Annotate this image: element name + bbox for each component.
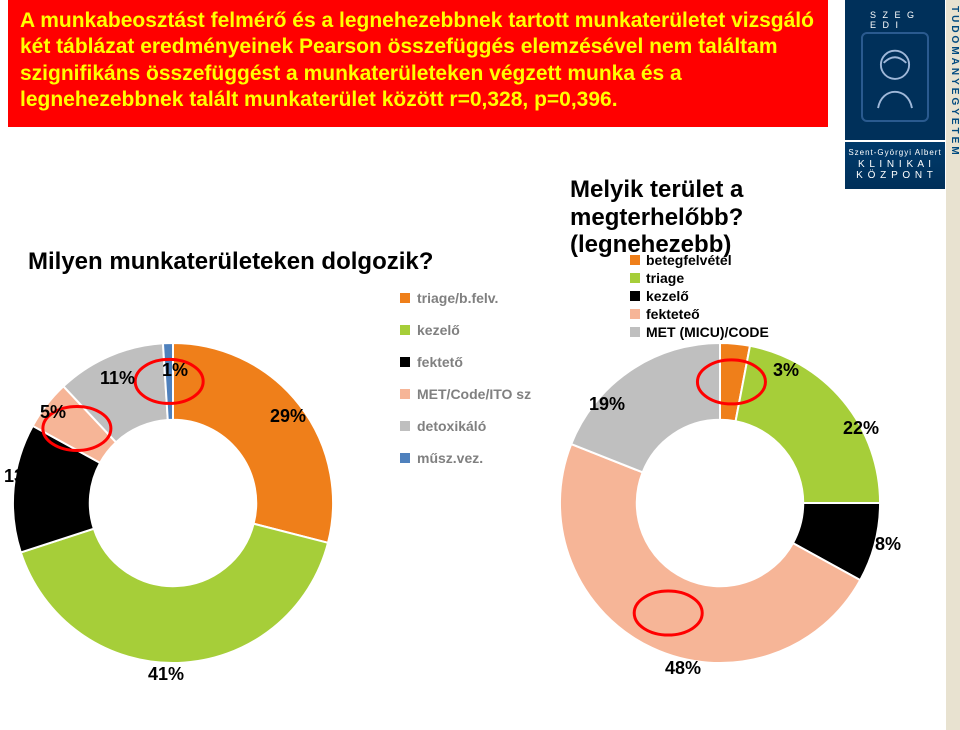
chart2-legend-item: triage	[630, 270, 769, 286]
chart1-legend-item: detoxikáló	[400, 418, 531, 434]
logo-side-strip: TUDOMÁNYEGYETEM	[946, 0, 960, 730]
legend-label: kezelő	[646, 288, 689, 304]
legend-label: triage	[646, 270, 684, 286]
legend-swatch	[400, 357, 410, 367]
summary-text: A munkabeosztást felmérő és a legnehezeb…	[20, 9, 814, 111]
slice-percent-label: 11%	[100, 368, 135, 389]
legend-swatch	[400, 453, 410, 463]
university-logo: S Z E G E D I Szent-Györgyi Albert K L I…	[845, 0, 960, 200]
legend-label: triage/b.felv.	[417, 290, 498, 306]
legend-label: fektető	[417, 354, 463, 370]
legend-label: műsz.vez.	[417, 450, 483, 466]
chart1-legend: triage/b.felv. kezelő fektető MET/Code/ITO …	[400, 290, 531, 482]
donut-slice	[21, 524, 328, 663]
slice-percent-label: 29%	[270, 406, 306, 427]
logo-label: Szent-Györgyi Albert K L I N I K A I K Ö…	[845, 142, 945, 189]
logo-arch-text: S Z E G E D I	[870, 10, 920, 30]
chart1-legend-item: kezelő	[400, 322, 531, 338]
chart2-legend-item: fekteteő	[630, 306, 769, 322]
slice-percent-label: 22%	[843, 418, 879, 439]
legend-label: kezelő	[417, 322, 460, 338]
logo-line2: K Ö Z P O N T	[845, 170, 945, 181]
legend-label: detoxikáló	[417, 418, 486, 434]
slice-percent-label: 48%	[665, 658, 701, 679]
legend-swatch	[400, 325, 410, 335]
legend-swatch	[400, 389, 410, 399]
donut-slice	[173, 343, 333, 543]
legend-swatch	[630, 273, 640, 283]
legend-swatch	[400, 421, 410, 431]
chart1-legend-item: MET/Code/ITO sz	[400, 386, 531, 402]
logo-portrait	[861, 32, 929, 122]
chart2-legend: betegfelvételtriagekezelőfekteteőMET (MI…	[630, 252, 769, 342]
chart1-legend-item: műsz.vez.	[400, 450, 531, 466]
legend-swatch	[630, 309, 640, 319]
legend-label: betegfelvétel	[646, 252, 732, 268]
legend-swatch	[630, 291, 640, 301]
summary-red-box: A munkabeosztást felmérő és a legnehezeb…	[8, 0, 828, 127]
slice-percent-label: 41%	[148, 664, 184, 685]
logo-block: S Z E G E D I	[845, 0, 945, 140]
legend-label: fekteteő	[646, 306, 700, 322]
slice-percent-label: 1%	[162, 360, 188, 381]
legend-label: MET/Code/ITO sz	[417, 386, 531, 402]
legend-swatch	[630, 255, 640, 265]
slice-percent-label: 8%	[875, 534, 901, 555]
chart2-legend-item: betegfelvétel	[630, 252, 769, 268]
chart1-legend-item: triage/b.felv.	[400, 290, 531, 306]
slice-percent-label: 13%	[4, 466, 40, 487]
slice-percent-label: 3%	[773, 360, 799, 381]
chart1-donut: 29%41%13%5%11%1%	[8, 338, 338, 668]
chart1-title: Milyen munkaterületeken dolgozik?	[28, 248, 433, 276]
chart1-legend-item: fektető	[400, 354, 531, 370]
chart2-legend-item: kezelő	[630, 288, 769, 304]
legend-swatch	[400, 293, 410, 303]
logo-small: Szent-Györgyi Albert	[845, 148, 945, 157]
slice-percent-label: 19%	[589, 394, 625, 415]
slice-percent-label: 5%	[40, 402, 66, 423]
chart2-title: Melyik terület a megterhelőbb? (legnehez…	[570, 176, 800, 259]
chart2-donut: 3%22%8%48%19%	[555, 338, 885, 668]
logo-line1: K L I N I K A I	[845, 159, 945, 170]
legend-swatch	[630, 327, 640, 337]
